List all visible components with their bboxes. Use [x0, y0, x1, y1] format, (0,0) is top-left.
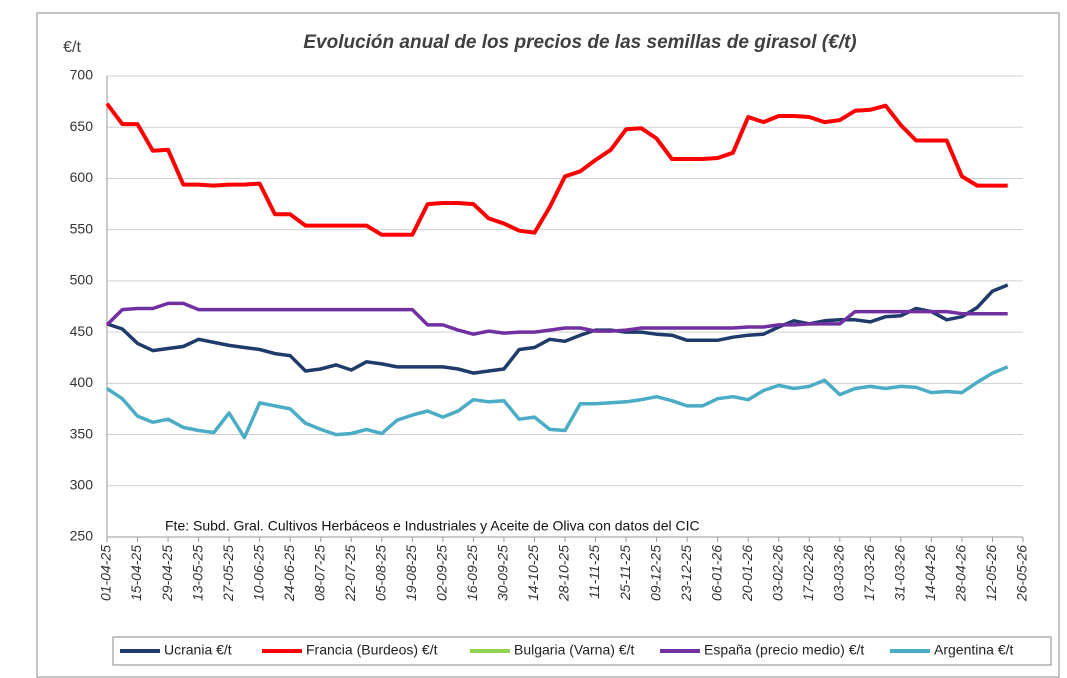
y-axis-label: €/t: [63, 39, 81, 56]
x-tick-label: 27-05-25: [220, 545, 236, 602]
x-tick-label: 30-09-25: [495, 545, 511, 601]
y-tick-label: 300: [70, 476, 94, 492]
series-line: [106, 365, 1009, 440]
x-tick-label: 11-11-25: [586, 545, 602, 599]
y-tick-label: 650: [70, 118, 94, 134]
x-tick-label: 12-05-26: [983, 545, 999, 601]
y-tick-label: 500: [70, 272, 94, 288]
y-tick-label: 550: [70, 220, 94, 236]
x-tick-label: 19-08-25: [403, 545, 419, 601]
legend-label: Ucrania €/t: [164, 642, 232, 658]
x-tick-label: 08-07-25: [311, 545, 327, 601]
x-tick-label: 13-05-25: [189, 545, 205, 601]
x-tick-label: 23-12-25: [678, 545, 694, 602]
x-tick-label: 10-06-25: [250, 545, 266, 601]
y-tick-label: 700: [70, 67, 94, 83]
legend-label: Francia (Burdeos) €/t: [306, 642, 438, 658]
x-tick-label: 29-04-25: [159, 545, 175, 602]
legend-label: Bulgaria (Varna) €/t: [514, 642, 634, 658]
chart-title: Evolución anual de los precios de las se…: [303, 32, 856, 53]
x-tick-label: 14-10-25: [525, 545, 541, 601]
y-tick-label: 250: [70, 528, 94, 544]
x-tick-label: 03-02-26: [769, 545, 785, 601]
x-tick-label: 28-04-26: [953, 545, 969, 602]
x-tick-label: 25-11-25: [617, 545, 633, 601]
x-tick-label: 17-02-26: [800, 545, 816, 601]
x-tick-label: 28-10-25: [556, 545, 572, 602]
legend-label: Argentina €/t: [934, 642, 1013, 658]
x-tick-label: 01-04-25: [98, 545, 114, 601]
legend-label: España (precio medio) €/t: [704, 642, 864, 658]
x-tick-label: 02-09-25: [434, 545, 450, 601]
chart-frame: [36, 12, 1060, 678]
x-tick-label: 26-05-26: [1014, 545, 1030, 602]
series-line: [105, 301, 1008, 336]
x-tick-label: 05-08-25: [373, 545, 389, 601]
x-tick-label: 31-03-26: [892, 545, 908, 601]
x-tick-label: 16-09-25: [464, 545, 480, 601]
x-tick-label: 15-04-25: [128, 545, 144, 601]
y-tick-label: 350: [70, 425, 94, 441]
series-line: [106, 283, 1009, 375]
x-tick-label: 06-01-26: [708, 545, 724, 601]
x-tick-label: 14-04-26: [922, 545, 938, 601]
x-tick-label: 24-06-25: [281, 545, 297, 602]
x-tick-label: 17-03-26: [861, 545, 877, 601]
x-tick-label: 09-12-25: [647, 545, 663, 601]
y-tick-label: 450: [70, 323, 94, 339]
x-tick-label: 03-03-26: [831, 545, 847, 601]
x-tick-label: 22-07-25: [342, 545, 358, 602]
source-note: Fte: Subd. Gral. Cultivos Herbáceos e In…: [165, 518, 700, 534]
y-tick-label: 400: [70, 374, 94, 390]
x-tick-label: 20-01-26: [739, 545, 755, 602]
series-line: [105, 102, 1008, 237]
y-tick-label: 600: [70, 169, 94, 185]
